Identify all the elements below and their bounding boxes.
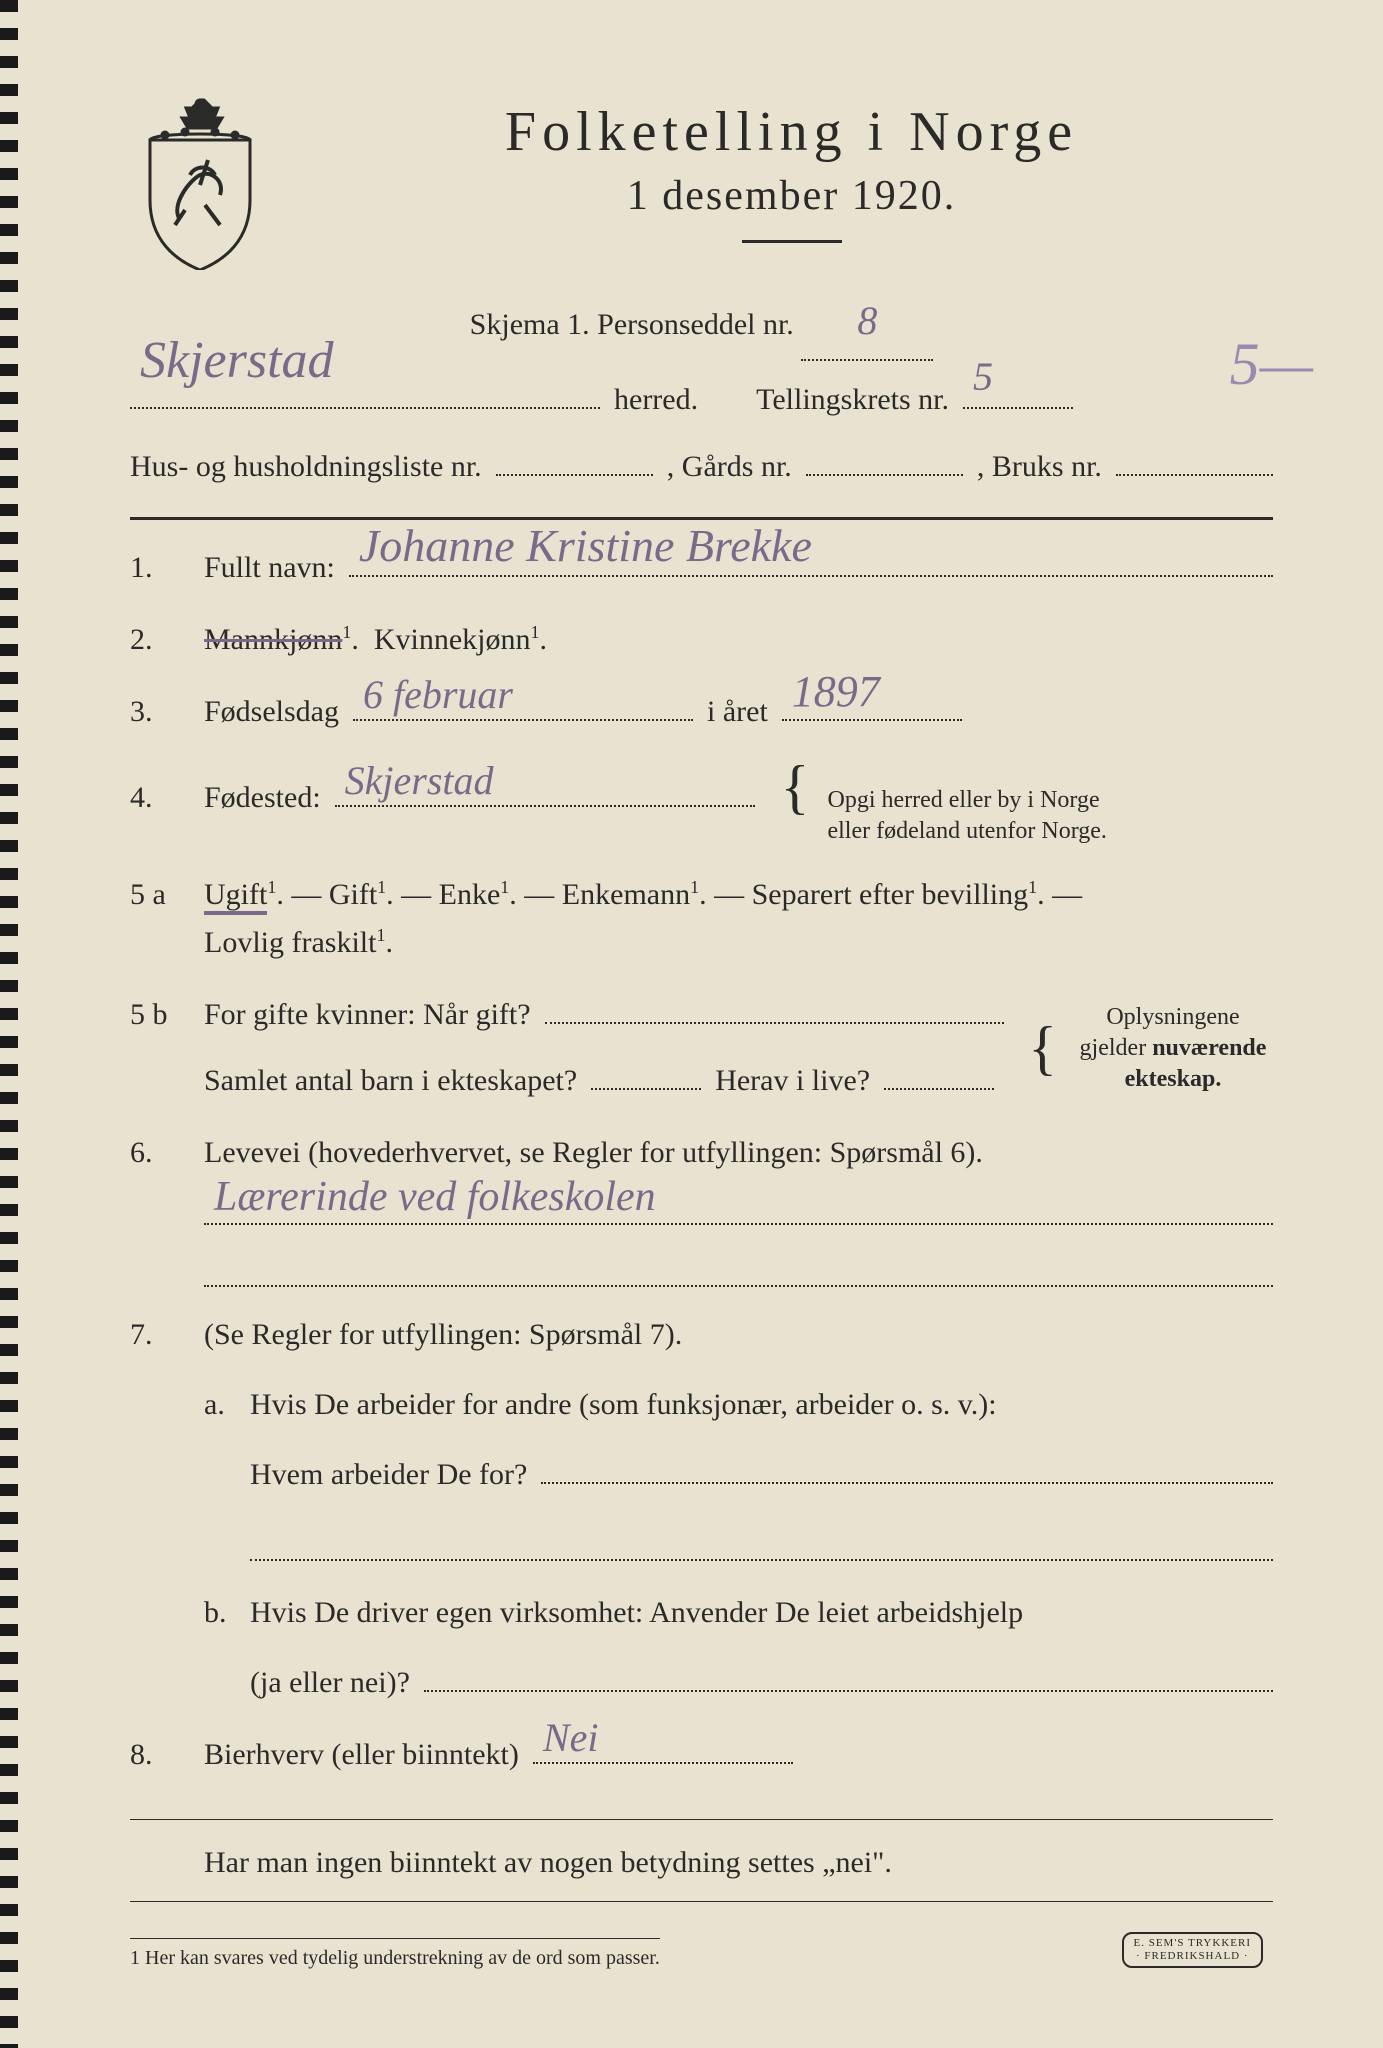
q3-label: Fødselsdag — [204, 688, 339, 736]
question-8: 8. Bierhverv (eller biinntekt) Nei — [130, 1731, 1273, 1779]
census-form-page: Folketelling i Norge 1 desember 1920. 5—… — [0, 0, 1383, 2048]
question-7: 7. (Se Regler for utfyllingen: Spørsmål … — [130, 1311, 1273, 1707]
divider-3 — [130, 1901, 1273, 1902]
q4-note: Opgi herred eller by i Norge eller fødel… — [827, 785, 1106, 847]
q3-year: 1897 — [792, 657, 880, 727]
bottom-note: Har man ingen biinntekt av nogen betydni… — [130, 1834, 1273, 1891]
q5a-enkemann: Enkemann — [562, 878, 690, 911]
question-5a: 5 a Ugift1. — Gift1. — Enke1. — Enkemann… — [130, 871, 1273, 967]
husholdning-label: Hus- og husholdningsliste nr. — [130, 438, 482, 495]
question-6: 6. Levevei (hovederhvervet, se Regler fo… — [130, 1129, 1273, 1287]
q5a-separert: Separert efter bevilling — [752, 878, 1029, 911]
q5b-num: 5 b — [130, 991, 186, 1039]
q7-num: 7. — [130, 1311, 186, 1359]
q7b-text1: Hvis De driver egen virksomhet: Anvender… — [250, 1589, 1273, 1637]
q7a-text2: Hvem arbeider De for? — [250, 1451, 527, 1499]
title-divider — [742, 240, 842, 243]
q6-num: 6. — [130, 1129, 186, 1177]
q4-num: 4. — [130, 774, 186, 822]
brace-icon: { — [1028, 1021, 1057, 1075]
herred-value: Skjerstad — [140, 312, 334, 411]
footnote: 1 Her kan svares ved tydelig understrekn… — [130, 1938, 660, 1970]
personseddel-nr: 8 — [857, 283, 877, 359]
q5a-fraskilt: Lovlig fraskilt — [204, 926, 376, 959]
bruks-label: , Bruks nr. — [977, 438, 1102, 495]
q5a-ugift: Ugift — [204, 878, 267, 915]
main-title: Folketelling i Norge — [310, 100, 1273, 164]
sub-title: 1 desember 1920. — [310, 172, 1273, 220]
q1-value: Johanne Kristine Brekke — [359, 509, 812, 583]
herred-label: herred. — [614, 371, 698, 428]
q5a-enke: Enke — [439, 878, 501, 911]
q3-num: 3. — [130, 688, 186, 736]
q7b-text2: (ja eller nei)? — [250, 1659, 410, 1707]
q3-day: 6 februar — [363, 663, 513, 727]
q5b-label2: Samlet antal barn i ekteskapet? — [204, 1057, 577, 1105]
q8-num: 8. — [130, 1731, 186, 1779]
gards-label: , Gårds nr. — [667, 438, 792, 495]
q7-label: (Se Regler for utfyllingen: Spørsmål 7). — [204, 1318, 682, 1351]
q1-label: Fullt navn: — [204, 544, 335, 592]
q3-year-label: i året — [707, 688, 768, 736]
brace-icon: { — [781, 760, 810, 814]
question-4: 4. Fødested: Skjerstad { Opgi herred ell… — [130, 760, 1273, 847]
q8-label: Bierhverv (eller biinntekt) — [204, 1731, 519, 1779]
q1-num: 1. — [130, 544, 186, 592]
meta-line-3: Hus- og husholdningsliste nr. , Gårds nr… — [130, 438, 1273, 495]
q7b-num: b. — [204, 1589, 234, 1707]
printer-stamp: E. SEM'S TRYKKERI · FREDRIKSHALD · — [1122, 1932, 1264, 1968]
title-block: Folketelling i Norge 1 desember 1920. — [310, 90, 1273, 273]
tellingskrets-nr: 5 — [973, 339, 993, 415]
q4-label: Fødested: — [204, 774, 321, 822]
q7a-text1: Hvis De arbeider for andre (som funksjon… — [250, 1381, 1273, 1429]
q5b-label3: Herav i live? — [715, 1057, 870, 1105]
q5b-note: Oplysningene gjelder nuværende ekteskap. — [1073, 1002, 1273, 1096]
q2-num: 2. — [130, 616, 186, 664]
question-5b: 5 b For gifte kvinner: Når gift? Samlet … — [130, 991, 1273, 1105]
q8-value: Nei — [543, 1706, 599, 1770]
q4-value: Skjerstad — [345, 749, 494, 813]
q5b-label1: For gifte kvinner: Når gift? — [204, 991, 531, 1039]
q2-mann: Mannkjønn — [204, 623, 342, 656]
left-perforation — [0, 0, 18, 2048]
question-3: 3. Fødselsdag 6 februar i året 1897 — [130, 688, 1273, 736]
coat-of-arms-icon — [130, 90, 270, 270]
q7a-num: a. — [204, 1381, 234, 1561]
tellingskrets-label: Tellingskrets nr. — [756, 371, 949, 428]
q5a-gift: Gift — [329, 878, 377, 911]
meta-line-2: Skjerstad herred. Tellingskrets nr. 5 — [130, 371, 1273, 428]
q6-value: Lærerinde ved folkeskolen — [214, 1164, 656, 1231]
header: Folketelling i Norge 1 desember 1920. — [130, 90, 1273, 273]
question-2: 2. Mannkjønn1. Kvinnekjønn1. — [130, 616, 1273, 664]
skjema-label: Skjema 1. Personseddel nr. — [470, 308, 794, 341]
divider-2 — [130, 1819, 1273, 1820]
question-1: 1. Fullt navn: Johanne Kristine Brekke — [130, 544, 1273, 592]
q5a-num: 5 a — [130, 871, 186, 919]
q2-kvinne: Kvinnekjønn — [374, 623, 531, 656]
